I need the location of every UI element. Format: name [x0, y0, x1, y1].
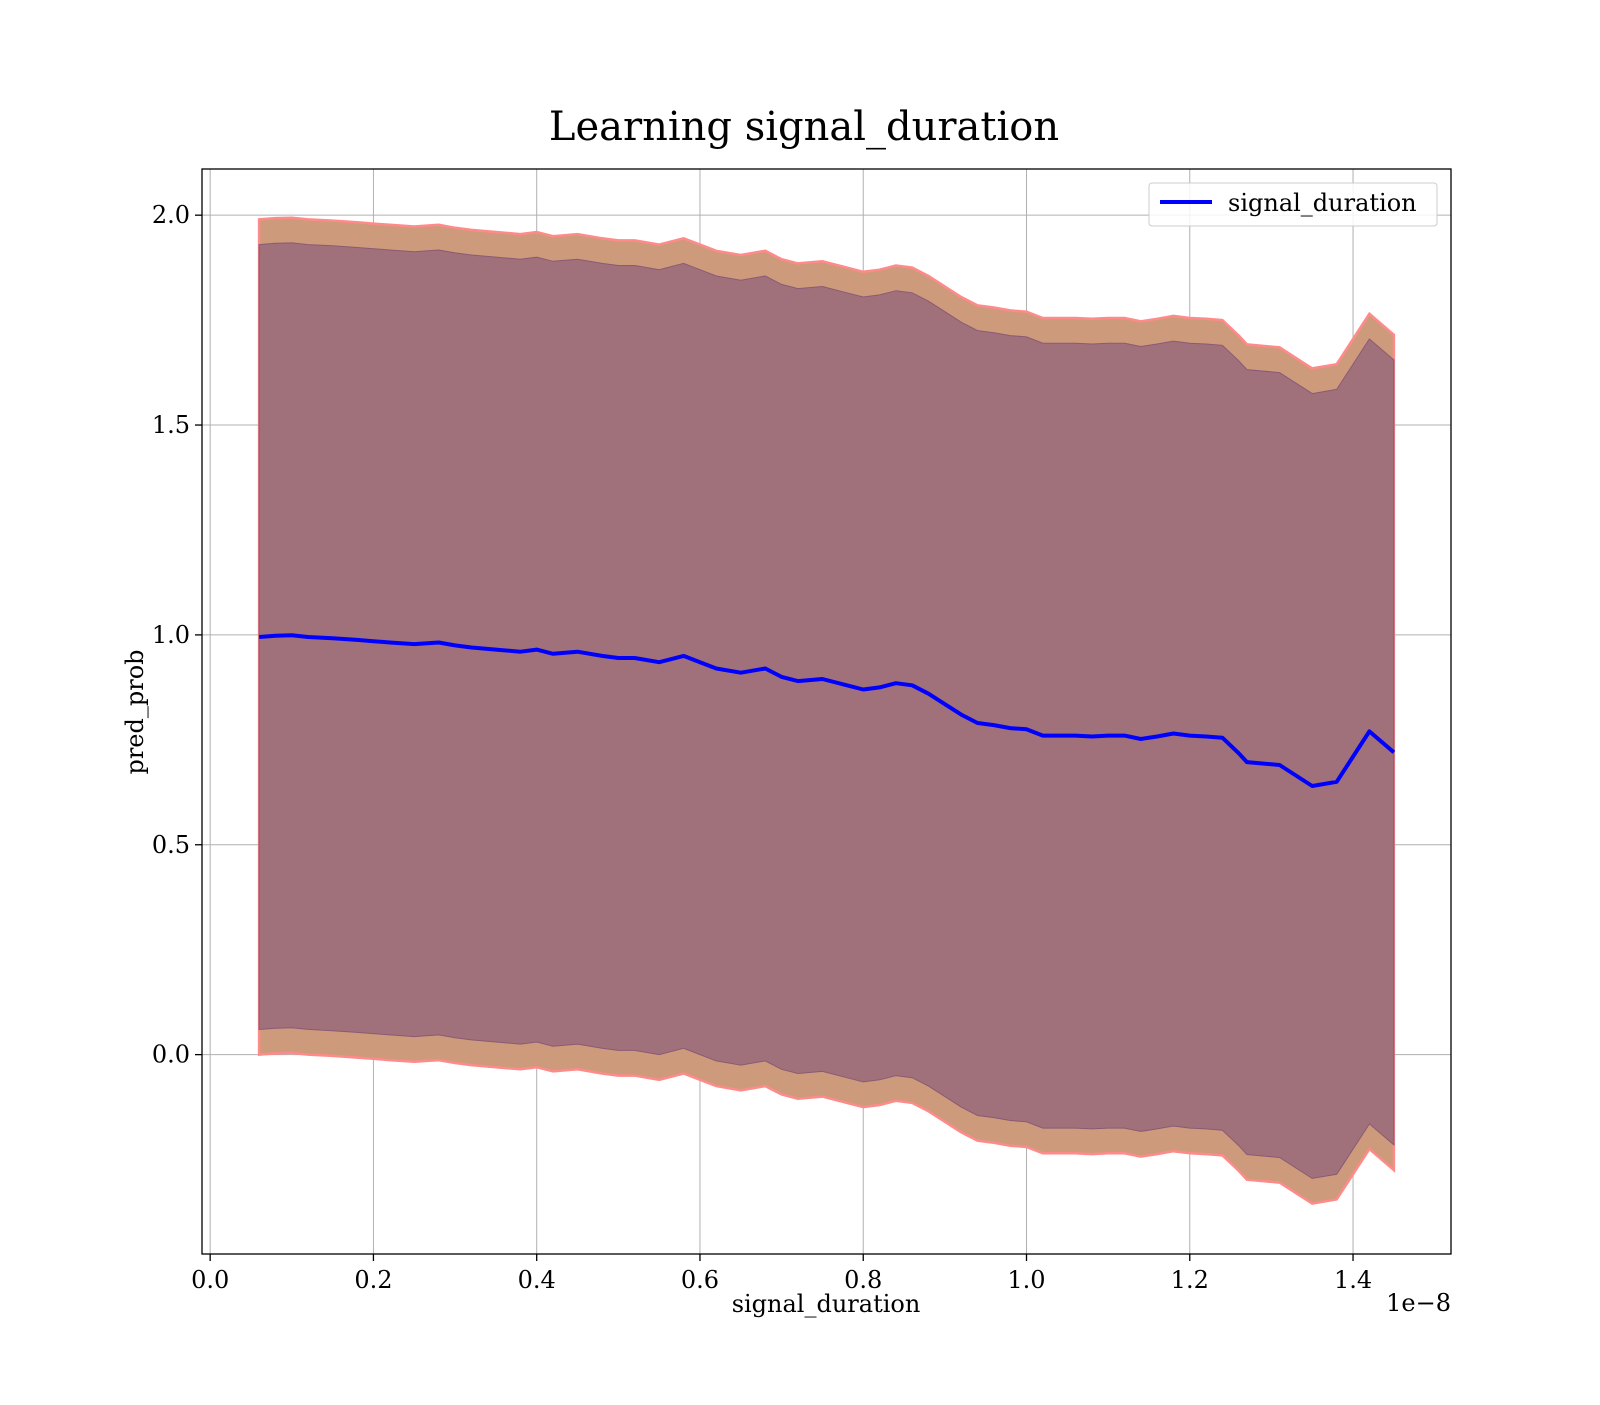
x-tick-label: 1.2 — [1171, 1266, 1209, 1294]
series-line-signal-duration — [258, 633, 1396, 788]
x-tick-label: 1.4 — [1334, 1266, 1372, 1294]
legend-label: signal_duration — [1228, 189, 1417, 217]
plot-frame — [201, 168, 1452, 1255]
x-tick-label: 0.6 — [681, 1266, 719, 1294]
series-lines — [258, 633, 1396, 788]
x-tick-label: 0.2 — [354, 1266, 392, 1294]
x-axis-offset-label: 1e−8 — [1386, 1289, 1451, 1317]
x-axis-label: signal_duration — [732, 1290, 921, 1318]
y-axis-ticks: 0.0 0.5 1.0 1.5 2.0 — [152, 201, 202, 1069]
x-tick-label: 1.0 — [1007, 1266, 1045, 1294]
legend-box — [1148, 182, 1438, 227]
y-tick-label: 1.0 — [152, 621, 190, 649]
y-tick-label: 1.5 — [152, 411, 190, 439]
x-axis-ticks: 0.0 0.2 0.4 0.6 0.8 1.0 1.2 1.4 — [191, 1254, 1372, 1294]
y-tick-label: 0.5 — [152, 831, 190, 859]
x-tick-label: 0.8 — [844, 1266, 882, 1294]
confidence-bands — [257, 216, 1396, 1205]
y-tick-label: 0.0 — [152, 1041, 190, 1069]
x-tick-label: 0.4 — [518, 1266, 556, 1294]
inner-confidence-band — [258, 242, 1395, 1179]
legend: signal_duration — [1148, 182, 1438, 227]
y-axis-label: pred_prob — [121, 649, 149, 774]
x-tick-label: 0.0 — [191, 1266, 229, 1294]
chart-title: Learning signal_duration — [549, 104, 1059, 150]
y-tick-label: 2.0 — [152, 201, 190, 229]
